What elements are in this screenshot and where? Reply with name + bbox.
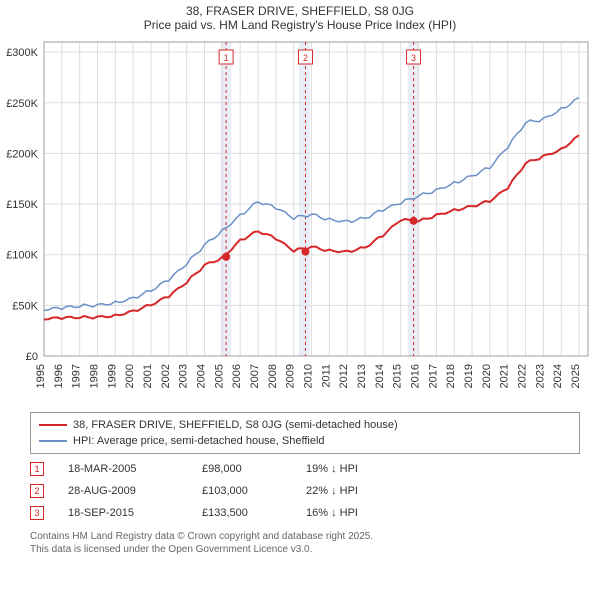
transaction-price: £103,000 [202, 485, 282, 497]
legend-label: HPI: Average price, semi-detached house,… [73, 433, 325, 449]
svg-text:2016: 2016 [410, 364, 422, 388]
price-chart: £0 £50K £100K £150K £200K £250K £300K 1995 1996 1… [0, 36, 600, 406]
svg-text:2000: 2000 [124, 364, 136, 388]
svg-text:2019: 2019 [463, 364, 475, 388]
svg-text:2004: 2004 [196, 364, 208, 388]
chart-title: 38, FRASER DRIVE, SHEFFIELD, S8 0JG [0, 0, 600, 18]
footer-line: Contains HM Land Registry data © Crown c… [30, 530, 580, 543]
svg-text:2011: 2011 [320, 364, 332, 388]
svg-text:£250K: £250K [6, 98, 38, 110]
svg-text:1999: 1999 [106, 364, 118, 388]
transaction-marker: 1 [30, 462, 44, 476]
legend-label: 38, FRASER DRIVE, SHEFFIELD, S8 0JG (sem… [73, 417, 398, 433]
transaction-delta: 22% ↓ HPI [306, 485, 396, 497]
svg-text:1995: 1995 [35, 364, 47, 388]
svg-text:2017: 2017 [427, 364, 439, 388]
svg-text:£150K: £150K [6, 199, 38, 211]
chart-subtitle: Price paid vs. HM Land Registry's House … [0, 18, 600, 36]
svg-text:2023: 2023 [534, 364, 546, 388]
legend-swatch [39, 440, 67, 442]
svg-text:2008: 2008 [267, 364, 279, 388]
table-row: 1 18-MAR-2005 £98,000 19% ↓ HPI [30, 458, 580, 480]
transaction-marker: 2 [30, 484, 44, 498]
table-row: 3 18-SEP-2015 £133,500 16% ↓ HPI [30, 502, 580, 524]
transaction-price: £133,500 [202, 507, 282, 519]
svg-text:2001: 2001 [142, 364, 154, 388]
footer-line: This data is licensed under the Open Gov… [30, 543, 580, 556]
svg-text:2009: 2009 [285, 364, 297, 388]
transaction-date: 18-SEP-2015 [68, 507, 178, 519]
svg-text:£200K: £200K [6, 148, 38, 160]
svg-text:2024: 2024 [552, 364, 564, 388]
transaction-marker: 3 [30, 506, 44, 520]
svg-text:2018: 2018 [445, 364, 457, 388]
transaction-date: 18-MAR-2005 [68, 463, 178, 475]
footer: Contains HM Land Registry data © Crown c… [30, 530, 580, 556]
svg-text:2021: 2021 [499, 364, 511, 388]
legend-swatch [39, 424, 67, 426]
svg-text:1997: 1997 [71, 364, 83, 388]
legend-item: HPI: Average price, semi-detached house,… [39, 433, 571, 449]
svg-text:2002: 2002 [160, 364, 172, 388]
svg-text:2022: 2022 [517, 364, 529, 388]
svg-text:2015: 2015 [392, 364, 404, 388]
transaction-delta: 19% ↓ HPI [306, 463, 396, 475]
svg-text:2005: 2005 [213, 364, 225, 388]
svg-text:2013: 2013 [356, 364, 368, 388]
svg-text:1: 1 [224, 53, 229, 63]
svg-text:2010: 2010 [303, 364, 315, 388]
svg-text:2007: 2007 [249, 364, 261, 388]
svg-text:2012: 2012 [338, 364, 350, 388]
svg-text:£50K: £50K [12, 300, 38, 312]
transaction-delta: 16% ↓ HPI [306, 507, 396, 519]
svg-text:2: 2 [303, 53, 308, 63]
transaction-date: 28-AUG-2009 [68, 485, 178, 497]
svg-text:1998: 1998 [89, 364, 101, 388]
svg-text:2025: 2025 [570, 364, 582, 388]
svg-text:£100K: £100K [6, 250, 38, 262]
transactions-table: 1 18-MAR-2005 £98,000 19% ↓ HPI 2 28-AUG… [30, 458, 580, 524]
legend: 38, FRASER DRIVE, SHEFFIELD, S8 0JG (sem… [30, 412, 580, 454]
svg-text:£0: £0 [26, 351, 38, 363]
table-row: 2 28-AUG-2009 £103,000 22% ↓ HPI [30, 480, 580, 502]
transaction-price: £98,000 [202, 463, 282, 475]
svg-text:£300K: £300K [6, 47, 38, 59]
legend-item: 38, FRASER DRIVE, SHEFFIELD, S8 0JG (sem… [39, 417, 571, 433]
svg-text:3: 3 [411, 53, 416, 63]
svg-text:1996: 1996 [53, 364, 65, 388]
svg-text:2014: 2014 [374, 364, 386, 388]
svg-text:2020: 2020 [481, 364, 493, 388]
svg-text:2003: 2003 [178, 364, 190, 388]
svg-text:2006: 2006 [231, 364, 243, 388]
